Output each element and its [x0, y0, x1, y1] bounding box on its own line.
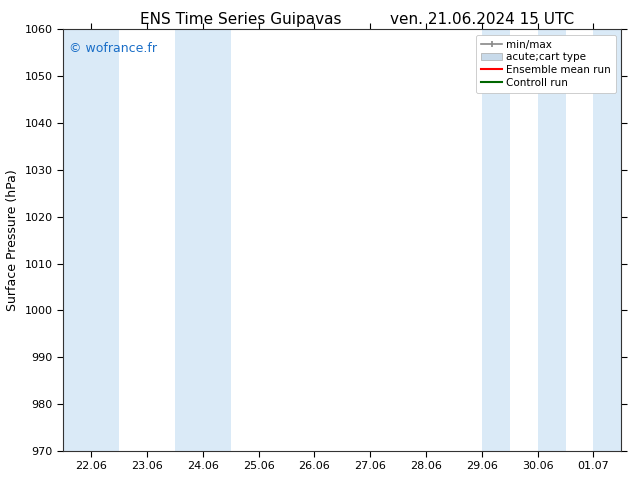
Bar [482, 29, 510, 451]
Y-axis label: Surface Pressure (hPa): Surface Pressure (hPa) [6, 169, 19, 311]
Bar [175, 29, 231, 451]
Legend: min/max, acute;cart type, Ensemble mean run, Controll run: min/max, acute;cart type, Ensemble mean … [476, 35, 616, 93]
Text: © wofrance.fr: © wofrance.fr [69, 42, 157, 55]
Text: ven. 21.06.2024 15 UTC: ven. 21.06.2024 15 UTC [390, 12, 574, 27]
Text: ENS Time Series Guipavas: ENS Time Series Guipavas [140, 12, 342, 27]
Bar [538, 29, 566, 451]
Bar [63, 29, 119, 451]
Bar [593, 29, 621, 451]
